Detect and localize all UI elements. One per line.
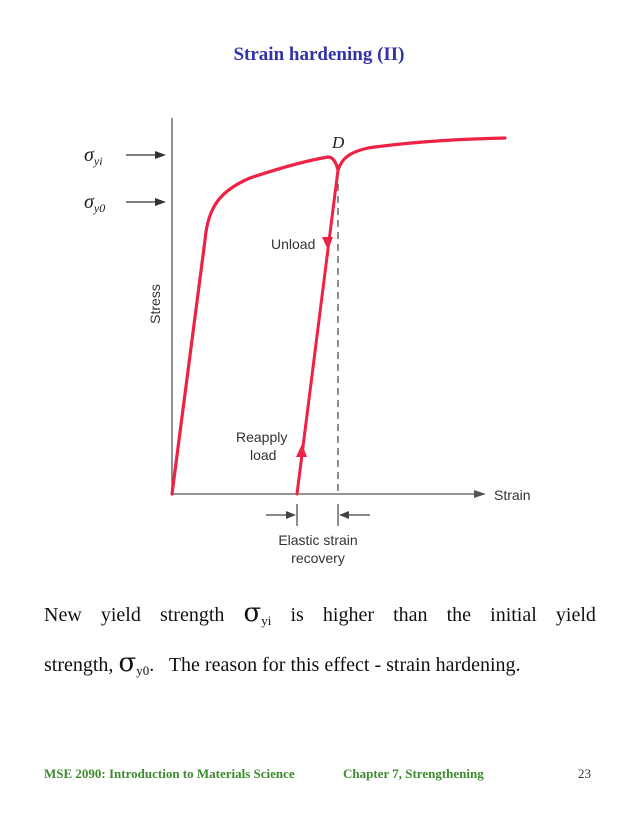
footer-chapter: Chapter 7, Strengthening [343, 766, 484, 781]
reapply-arrow-icon [296, 444, 307, 457]
sigma-yi-label: σyi [84, 144, 103, 168]
explanation-sentence: . The reason for this effect - strain ha… [149, 654, 521, 676]
word: higher [322, 604, 374, 626]
page-number: 23 [578, 766, 591, 781]
footer-course: MSE 2090: Introduction to Materials Scie… [44, 766, 295, 781]
sigma-yi-symbol: σyi [243, 598, 272, 628]
word: yield [555, 604, 596, 626]
sigma-yi-arrowhead [155, 151, 166, 159]
unload-arrow-icon [322, 237, 333, 250]
reloading-curve [336, 136, 507, 172]
word: is [290, 604, 304, 626]
reapply-label: Reapply [236, 429, 287, 445]
explanation-line-1: New yield strength σyi is higher than th… [44, 598, 596, 629]
word: New [44, 604, 82, 626]
recovery-arrowhead-right [339, 511, 349, 519]
point-d-label: D [331, 133, 345, 152]
sigma-y0-arrowhead [155, 198, 166, 206]
recovery-label: Elastic strain [278, 532, 357, 548]
word: than [393, 604, 428, 626]
y-axis-label: Stress [147, 284, 163, 324]
unload-label: Unload [271, 236, 315, 252]
recovery-label-2: recovery [291, 550, 345, 566]
reapply-load-label: load [250, 447, 276, 463]
sigma-y0-label: σy0 [84, 191, 105, 215]
stress-strain-diagram: σyi σy0 D Unload Reapply load Stress Str… [84, 118, 531, 566]
loading-curve [170, 155, 340, 496]
x-axis-label: Strain [494, 487, 531, 503]
word: yield [100, 604, 141, 626]
word: strength [159, 604, 225, 626]
word: the [446, 604, 472, 626]
recovery-arrowhead-left [286, 511, 296, 519]
word: initial [490, 604, 537, 626]
slide-title: Strain hardening (II) [233, 44, 405, 65]
word: strength, [44, 654, 114, 676]
unload-reload-line [295, 168, 340, 496]
x-axis-arrowhead [474, 490, 486, 498]
explanation-line-2: strength, σy0. The reason for this effec… [44, 648, 596, 679]
sigma-y0-symbol: σy0 [118, 648, 150, 678]
